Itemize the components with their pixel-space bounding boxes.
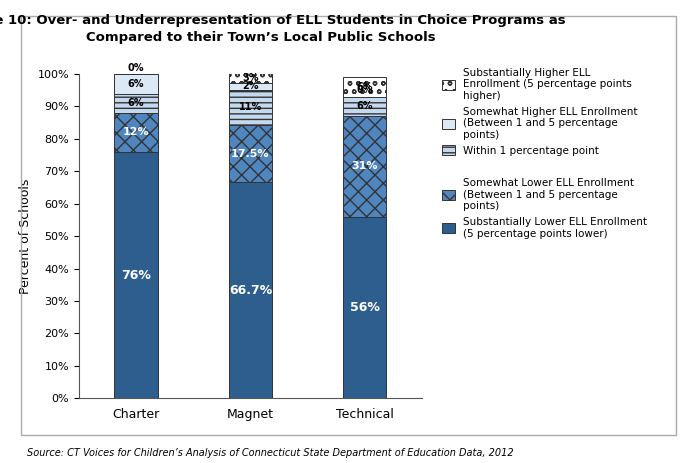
Text: 0%: 0% (128, 63, 144, 73)
Text: Figure 10: Over- and Underrepresentation of ELL Students in Choice Programs as
C: Figure 10: Over- and Underrepresentation… (0, 14, 566, 44)
Bar (115, 152, 158, 398)
Bar (228, 90, 272, 125)
Text: 6%: 6% (357, 82, 373, 92)
Text: 31%: 31% (351, 162, 378, 171)
Legend: Substantially Higher ELL
Enrollment (5 percentage points
higher), Somewhat Highe: Substantially Higher ELL Enrollment (5 p… (442, 68, 648, 238)
Text: 6%: 6% (128, 79, 144, 89)
Text: 56%: 56% (350, 301, 379, 314)
Bar (343, 77, 386, 97)
Bar (228, 125, 272, 182)
Text: 6%: 6% (128, 98, 144, 108)
Text: 11%: 11% (239, 102, 262, 113)
Bar (115, 74, 158, 94)
Text: Source: CT Voices for Children’s Analysis of Connecticut State Department of Edu: Source: CT Voices for Children’s Analysi… (27, 448, 514, 458)
Text: 17.5%: 17.5% (231, 149, 270, 159)
Text: 0%: 0% (357, 86, 373, 95)
Text: 76%: 76% (121, 269, 151, 282)
Bar (115, 113, 158, 152)
Text: 6%: 6% (357, 101, 373, 112)
Text: 66.7%: 66.7% (228, 284, 272, 297)
Bar (343, 97, 386, 116)
Text: 2%: 2% (242, 81, 259, 91)
Bar (343, 217, 386, 398)
Bar (228, 74, 272, 83)
Text: 12%: 12% (123, 127, 150, 138)
Bar (115, 94, 158, 113)
Y-axis label: Percent of Schools: Percent of Schools (19, 178, 32, 294)
Bar (343, 116, 386, 217)
Bar (228, 182, 272, 398)
Bar (228, 83, 272, 90)
Text: 3%: 3% (242, 73, 259, 83)
